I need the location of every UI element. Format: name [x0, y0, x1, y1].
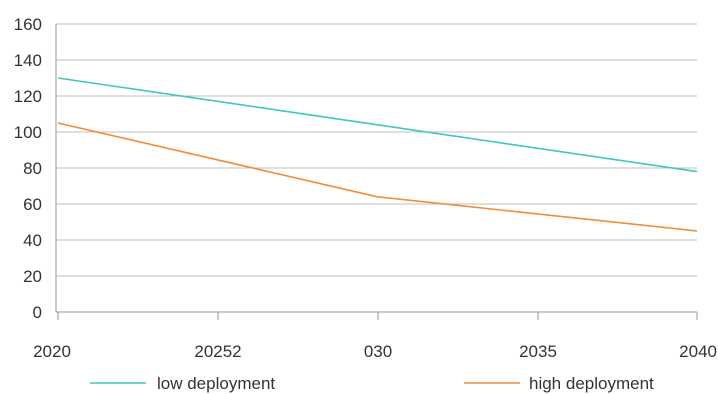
x-tick-label: 2020 — [33, 342, 71, 361]
y-tick-label: 140 — [14, 51, 42, 70]
y-axis-tick-labels: 0 20 40 60 80 100 120 140 160 — [14, 15, 42, 322]
legend-item-high-deployment: high deployment — [464, 374, 654, 393]
series-line-low-deployment — [57, 77, 698, 173]
axes — [55, 24, 698, 320]
series-lines — [57, 77, 698, 232]
y-tick-label: 80 — [23, 159, 42, 178]
y-tick-label: 100 — [14, 123, 42, 142]
legend-item-low-deployment: low deployment — [90, 374, 275, 393]
y-tick-label: 160 — [14, 15, 42, 34]
grid-lines — [56, 23, 697, 277]
y-tick-label: 20 — [23, 267, 42, 286]
y-tick-label: 60 — [23, 195, 42, 214]
y-tick-label: 0 — [33, 303, 42, 322]
series-line-high-deployment — [57, 122, 698, 232]
x-tick-label: 030 — [364, 342, 392, 361]
x-tick-label: 2035 — [519, 342, 557, 361]
legend-label: low deployment — [157, 374, 275, 393]
x-tick-label: 2040 — [679, 342, 717, 361]
y-tick-label: 40 — [23, 231, 42, 250]
x-axis-tick-labels: 2020 20252 030 2035 2040 — [33, 342, 717, 361]
x-tick-label: 20252 — [194, 342, 241, 361]
legend: low deployment high deployment — [90, 374, 654, 393]
legend-label: high deployment — [529, 374, 654, 393]
y-tick-label: 120 — [14, 87, 42, 106]
